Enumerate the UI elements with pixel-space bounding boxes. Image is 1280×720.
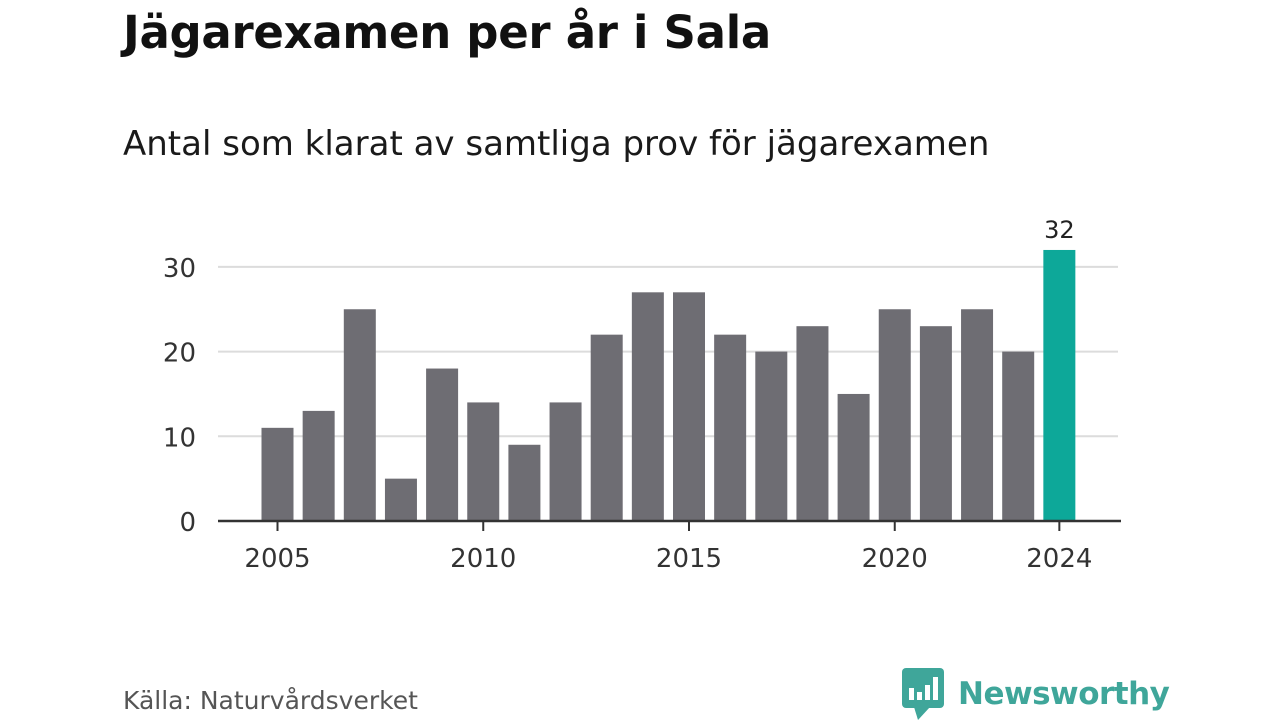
y-axis-labels: 0 10 20 30 bbox=[163, 254, 196, 538]
bar-2020 bbox=[878, 309, 911, 521]
bar-2005 bbox=[261, 427, 294, 521]
bar-2006 bbox=[302, 410, 335, 521]
x-axis-labels: 2005 2010 2015 2020 2024 bbox=[244, 544, 1092, 574]
source-note: Källa: Naturvårdsverket bbox=[123, 686, 418, 715]
bar-2022 bbox=[961, 309, 994, 521]
bar-2010 bbox=[467, 402, 500, 521]
bar-2007 bbox=[343, 309, 376, 521]
x-axis-ticks bbox=[276, 521, 1061, 531]
bar-2024 bbox=[1043, 249, 1076, 521]
bar-chart: 0 10 20 30 32 2005 2010 2015 2020 2024 bbox=[163, 216, 1121, 574]
newsworthy-logo-icon bbox=[902, 668, 944, 720]
bar-2023 bbox=[1002, 351, 1035, 521]
y-tick-label: 10 bbox=[163, 423, 196, 453]
bar-2019 bbox=[837, 393, 870, 521]
bar-2016 bbox=[714, 334, 747, 521]
bar-2013 bbox=[590, 334, 623, 521]
x-tick-label: 2024 bbox=[1026, 544, 1092, 574]
value-labels: 32 bbox=[1044, 216, 1075, 244]
bar-2008 bbox=[384, 478, 417, 521]
x-tick-label: 2020 bbox=[862, 544, 928, 574]
bar-2012 bbox=[549, 402, 582, 521]
y-tick-label: 20 bbox=[163, 339, 196, 369]
y-tick-label: 0 bbox=[179, 508, 196, 538]
bar-2018 bbox=[796, 326, 829, 521]
bar-2014 bbox=[631, 292, 664, 521]
brand-logo: Newsworthy bbox=[902, 668, 1170, 720]
chart-title: Jägarexamen per år i Sala bbox=[123, 6, 771, 59]
value-label-2024: 32 bbox=[1044, 216, 1075, 244]
y-tick-label: 30 bbox=[163, 254, 196, 284]
x-tick-label: 2010 bbox=[450, 544, 516, 574]
x-tick-label: 2015 bbox=[656, 544, 722, 574]
brand-name: Newsworthy bbox=[958, 676, 1170, 712]
bar-2009 bbox=[426, 368, 459, 521]
bar-2015 bbox=[673, 292, 705, 521]
bars bbox=[261, 249, 1076, 521]
bar-2011 bbox=[508, 444, 541, 521]
x-tick-label: 2005 bbox=[244, 544, 310, 574]
bar-2017 bbox=[755, 351, 788, 521]
chart-subtitle: Antal som klarat av samtliga prov för jä… bbox=[123, 124, 990, 164]
bar-2021 bbox=[919, 326, 952, 521]
